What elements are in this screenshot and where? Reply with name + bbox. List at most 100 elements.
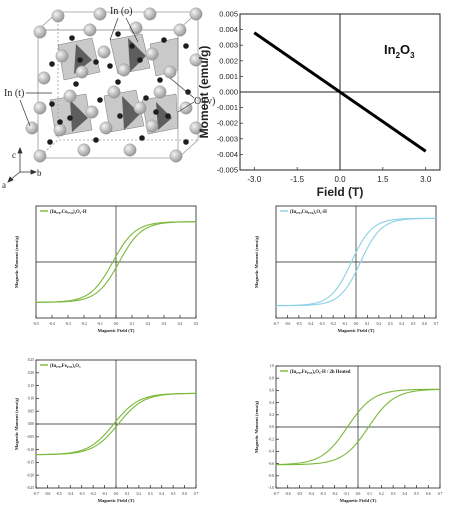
x-axis-label: Magnetic Field (T) <box>338 328 375 333</box>
hysteresis-branch-ascending <box>275 388 441 466</box>
indium-atom <box>107 85 121 99</box>
chart-co-doped: -0.5 -0.4 -0.3 -0.2 -0.1 0.0 0.1 0.2 0.3 0.4 0.5 Ma… <box>14 205 198 333</box>
x-tick-label: 0.4 <box>159 492 164 496</box>
legend-label: (In₀.₉₇Fe₀.₀₃)₂O₃-H / 2h Heated <box>290 370 351 375</box>
y-tick-label: 0.002 <box>219 56 238 65</box>
oxygen-atom <box>115 79 121 85</box>
indium-atom <box>153 85 167 99</box>
chart-in2o3: -3.0 -1.5 0.0 1.5 3.0 0.005 0.004 0.003 0.002 0.0… <box>197 10 441 199</box>
hysteresis-branch-descending <box>275 217 437 307</box>
y-tick-label: 0.0 <box>270 425 275 429</box>
legend-label: (In₀.₉₇Fe₀.₀₃)₂O₃ <box>50 364 81 369</box>
y-tick-label: 0.8 <box>270 376 275 380</box>
y-tick-label: -0.004 <box>217 150 238 159</box>
indium-atom <box>55 49 69 63</box>
x-tick-label: 0.1 <box>367 492 372 496</box>
indium-atom <box>85 105 99 119</box>
y-tick-label: -1.0 <box>268 486 274 490</box>
x-tick-label: -0.6 <box>45 492 51 496</box>
axis-label-c: c <box>12 150 16 160</box>
indium-atom <box>179 101 193 115</box>
x-tick-label: 0.2 <box>377 322 382 326</box>
label-in-octahedral: In (o) <box>110 6 133 17</box>
y-tick-label: 0.004 <box>219 25 238 34</box>
y-tick-label: 0.000 <box>219 88 238 97</box>
indium-atom <box>189 121 203 135</box>
x-tick-label: -0.2 <box>332 492 338 496</box>
y-axis-label: Magnetic Moment (emu/g) <box>14 397 19 450</box>
oxygen-atom <box>57 119 63 125</box>
y-tick-label: -0.005 <box>217 166 238 175</box>
oxygen-atom <box>117 113 123 119</box>
indium-atom <box>133 101 147 115</box>
x-tick-label: -0.3 <box>320 492 326 496</box>
indium-atom <box>145 119 159 133</box>
indium-atom <box>33 101 47 115</box>
oxygen-atom <box>69 35 75 41</box>
x-tick-label: 0.7 <box>438 492 443 496</box>
y-tick-label: -0.25 <box>27 486 35 490</box>
chart-cu-doped: -0.7 -0.6 -0.5 -0.4 -0.3 -0.2 -0.1 0.0 0.1 0.2 0.3… <box>254 205 438 333</box>
x-tick-label: -0.2 <box>90 492 96 496</box>
x-axis-label: Magnetic Field (T) <box>98 498 135 503</box>
indium-atom <box>123 143 137 157</box>
x-tick-label: -0.4 <box>67 492 73 496</box>
x-tick-label: 0.3 <box>162 322 167 326</box>
oxygen-atom <box>49 101 55 107</box>
label-in-tetrahedral: In (t) <box>4 88 24 99</box>
oxygen-atom <box>161 37 167 43</box>
indium-atom <box>75 65 89 79</box>
x-tick-label: -0.1 <box>342 322 348 326</box>
oxygen-atom <box>153 109 159 115</box>
y-tick-label: 0.003 <box>219 41 238 50</box>
x-tick-label: 0.0 <box>354 322 359 326</box>
hysteresis-branch-descending <box>35 392 197 456</box>
indium-atom <box>99 121 113 135</box>
indium-atom <box>189 53 203 67</box>
x-tick-label: -0.6 <box>285 492 291 496</box>
x-tick-label: 0.5 <box>414 492 419 496</box>
oxygen-atom <box>165 113 171 119</box>
y-tick-label: -0.2 <box>268 437 274 441</box>
y-axis-label: Magnetic Moment (emu/g) <box>14 235 19 288</box>
x-tick-label: 0.3 <box>388 322 393 326</box>
indium-atom <box>63 89 77 103</box>
chart-fe-doped: -0.7 -0.6 -0.5 -0.4 -0.3 -0.2 -0.1 0.0 0.1 0.2 0.3… <box>14 358 198 503</box>
x-tick-label: 0.4 <box>399 322 404 326</box>
x-tick-label: -0.7 <box>273 492 279 496</box>
indium-atom <box>143 7 157 21</box>
indium-atom <box>173 23 187 37</box>
indium-atom <box>37 71 51 85</box>
x-axis-label: Magnetic Field (T) <box>98 328 135 333</box>
oxygen-atom <box>139 135 145 141</box>
y-tick-label: -0.10 <box>27 448 35 452</box>
indium-atom <box>33 25 47 39</box>
indium-atom <box>189 7 203 21</box>
oxygen-atom <box>185 89 191 95</box>
y-tick-label: 0.2 <box>270 413 275 417</box>
x-tick-label: -0.1 <box>343 492 349 496</box>
oxygen-atom <box>157 77 163 83</box>
x-tick-label: 0.6 <box>422 322 427 326</box>
y-axis-label: Magnetic Moment (emu/g) <box>254 235 259 288</box>
crystal-structure-panel: In (o) In (t) O (v) c b a <box>2 6 215 190</box>
y-tick-label: -0.20 <box>27 473 35 477</box>
x-tick-label: -0.1 <box>97 322 103 326</box>
x-tick-label: -0.5 <box>33 322 39 326</box>
x-tick-label: -0.2 <box>330 322 336 326</box>
y-tick-label: 0.4 <box>270 401 275 405</box>
indium-atom <box>117 63 131 77</box>
x-tick-label: 0.1 <box>125 492 130 496</box>
x-tick-label: -0.3 <box>79 492 85 496</box>
x-tick-label: 0.4 <box>178 322 183 326</box>
indium-atom <box>53 123 67 137</box>
y-tick-label: 0.10 <box>28 397 34 401</box>
y-tick-label: -0.05 <box>27 435 35 439</box>
indium-atom <box>163 65 177 79</box>
x-tick-label: 0.0 <box>114 492 119 496</box>
x-tick-label: 0.2 <box>137 492 142 496</box>
x-tick-label: 0.6 <box>182 492 187 496</box>
x-tick-label: 0.0 <box>356 492 361 496</box>
oxygen-atom <box>77 57 83 63</box>
axis-label-a: a <box>2 180 6 190</box>
